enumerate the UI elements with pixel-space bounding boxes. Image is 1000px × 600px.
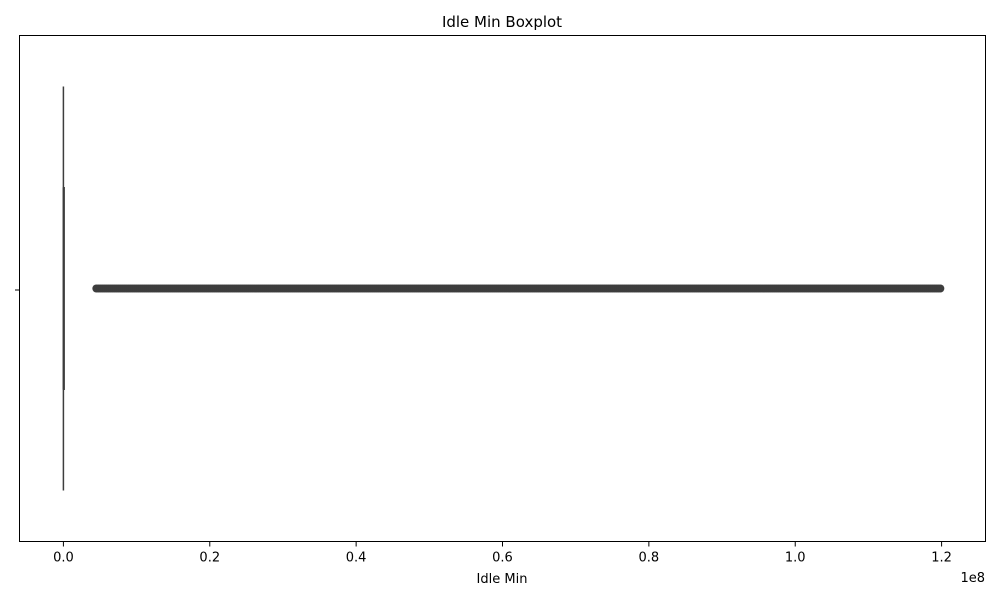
chart-title: Idle Min Boxplot — [442, 13, 562, 31]
x-tick-label: 0.0 — [53, 551, 74, 566]
x-tick-label: 0.8 — [639, 551, 660, 566]
x-tick-label: 1.0 — [785, 551, 806, 566]
x-tick-label: 1.2 — [931, 551, 952, 566]
x-tick-label: 0.2 — [199, 551, 220, 566]
box-group — [62, 86, 945, 491]
outlier-point — [936, 284, 945, 293]
x-axis-offset-text: 1e8 — [960, 571, 985, 586]
x-axis-ticks: 0.0 0.2 0.4 0.6 0.8 1.0 1.2 — [53, 541, 952, 566]
x-axis-label: Idle Min — [477, 572, 528, 587]
x-tick-label: 0.4 — [346, 551, 367, 566]
x-tick-label: 0.6 — [492, 551, 513, 566]
